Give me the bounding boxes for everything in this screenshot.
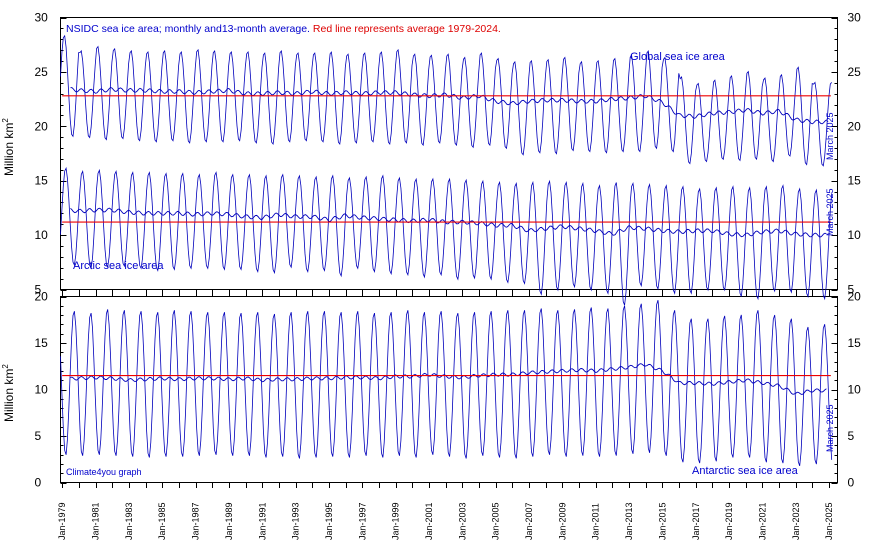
xtick-label: Jan-1991 — [257, 502, 267, 540]
global-sea-ice-area-monthly-line — [60, 34, 833, 167]
bottom-ytick-label-left: 5 — [35, 429, 42, 443]
top-ytick-label-right: 30 — [848, 11, 862, 25]
bottom-y-axis-title-sup: 2 — [1, 364, 10, 369]
xtick-label: Jan-2019 — [724, 502, 734, 540]
xtick-label: Jan-1985 — [157, 502, 167, 540]
bottom-ytick-label-right: 5 — [848, 429, 855, 443]
xtick-label: Jan-1993 — [291, 502, 301, 540]
xtick-label: Jan-2001 — [424, 502, 434, 540]
xtick-label: Jan-2011 — [591, 503, 601, 540]
arctic-series-label: Arctic sea ice area — [73, 260, 164, 272]
bottom-ytick-label-left: 10 — [35, 383, 49, 397]
bottom-y-axis-title: Million km2 — [1, 364, 16, 422]
chart-title-blue: NSIDC sea ice area; monthly and13-month … — [66, 23, 313, 35]
top-ytick-label-right: 10 — [848, 228, 862, 242]
bottom-ytick-label-left: 15 — [35, 336, 49, 350]
bottom-y-axis-title-text: Million km — [2, 369, 16, 422]
top-panel-frame — [60, 17, 838, 290]
antarctic-end-label: March 2025 — [825, 404, 835, 452]
top-ytick-label-right: 20 — [848, 119, 862, 133]
bottom-panel-series — [60, 299, 833, 467]
arctic-end-label: March 2025 — [825, 188, 835, 236]
xtick-label: Jan-2005 — [491, 502, 501, 540]
chart-title-red: Red line represents average 1979-2024. — [313, 23, 501, 35]
bottom-ytick-label-right: 10 — [848, 383, 862, 397]
arctic-sea-ice-area-13month-line — [70, 207, 827, 238]
xtick-label: Jan-1979 — [57, 502, 67, 540]
xtick-label: Jan-1997 — [357, 502, 367, 540]
xtick-label: Jan-2003 — [457, 502, 467, 540]
top-ytick-label-left: 20 — [35, 119, 49, 133]
top-ytick-label-left: 15 — [35, 174, 49, 188]
bottom-ytick-label-left: 0 — [35, 476, 42, 490]
top-ytick-label-right: 15 — [848, 174, 862, 188]
bottom-ytick-label-right: 0 — [848, 476, 855, 490]
bottom-panel-frame — [60, 296, 838, 483]
top-y-axis-title-text: Million km — [2, 123, 16, 176]
credit-label: Climate4you graph — [66, 467, 142, 477]
top-ytick-label-left: 5 — [35, 283, 42, 297]
antarctic-sea-ice-area-monthly-line — [60, 299, 833, 467]
xtick-label: Jan-1995 — [324, 502, 334, 540]
xtick-label: Jan-2025 — [824, 502, 834, 540]
antarctic-sea-ice-area-13month-line — [70, 363, 827, 395]
top-y-axis-ticks: 5 5 10 10 15 15 20 20 25 25 30 30 — [35, 11, 862, 297]
global-series-label: Global sea ice area — [630, 51, 726, 63]
global-sea-ice-area-13month-line — [70, 86, 827, 125]
xtick-label: Jan-2017 — [691, 502, 701, 540]
x-axis-ticks: Jan-1979 Jan-1981 Jan-1983 Jan-1985 Jan-1987… — [57, 289, 834, 540]
xtick-label: Jan-1983 — [124, 502, 134, 540]
global-end-label: March 2025 — [825, 112, 835, 160]
bottom-ytick-label-left: 20 — [35, 290, 49, 304]
xtick-label: Jan-1981 — [91, 502, 101, 540]
top-ytick-label-right: 5 — [848, 283, 855, 297]
bottom-ytick-label-right: 15 — [848, 336, 862, 350]
top-ytick-label-right: 25 — [848, 65, 862, 79]
bottom-y-axis-ticks: 0 0 5 5 10 10 15 15 20 20 — [35, 290, 862, 490]
xtick-label: Jan-2023 — [791, 502, 801, 540]
arctic-sea-ice-area-monthly-line — [60, 166, 833, 306]
xtick-label: Jan-1999 — [391, 502, 401, 540]
top-ytick-label-left: 30 — [35, 11, 49, 25]
top-y-axis-title-sup: 2 — [1, 118, 10, 123]
xtick-label: Jan-2009 — [557, 502, 567, 540]
xtick-label: Jan-2007 — [524, 502, 534, 540]
xtick-label: Jan-2013 — [624, 502, 634, 540]
top-panel-series — [60, 34, 833, 306]
xtick-label: Jan-1989 — [224, 502, 234, 540]
chart-title: NSIDC sea ice area; monthly and13-month … — [66, 23, 501, 35]
antarctic-series-label: Antarctic sea ice area — [692, 465, 799, 477]
bottom-ytick-label-right: 20 — [848, 290, 862, 304]
xtick-label: Jan-1987 — [191, 502, 201, 540]
xtick-label: Jan-2021 — [757, 502, 767, 540]
top-y-axis-title: Million km2 — [1, 118, 16, 176]
top-ytick-label-left: 25 — [35, 65, 49, 79]
top-ytick-label-left: 10 — [35, 228, 49, 242]
xtick-label: Jan-2015 — [657, 502, 667, 540]
